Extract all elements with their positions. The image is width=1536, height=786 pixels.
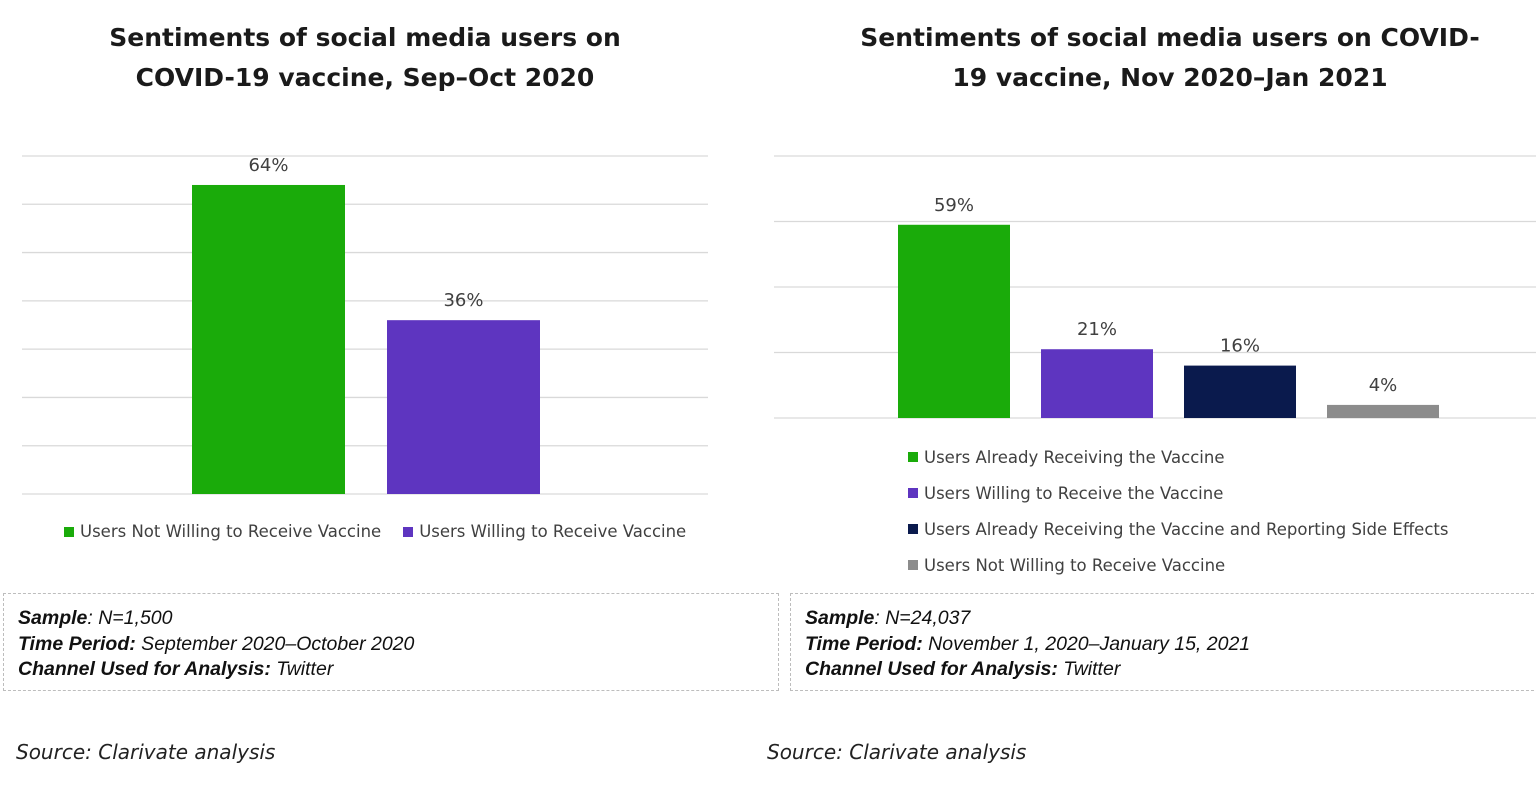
- channel-label: Channel Used for Analysis:: [805, 658, 1058, 680]
- legend-swatch: [908, 560, 918, 570]
- sample-label: Sample: [18, 607, 88, 629]
- legend-item: Users Already Receiving the Vaccine: [908, 446, 1448, 468]
- legend-label: Users Already Receiving the Vaccine: [924, 447, 1225, 467]
- legend-swatch: [908, 488, 918, 498]
- data-label: 16%: [1220, 336, 1260, 357]
- source-note: Source: Clarivate analysis: [767, 740, 1027, 764]
- analysis-info-box: Sample: N=24,037 Time Period: November 1…: [790, 593, 1536, 691]
- time-period-value: September 2020–October 2020: [135, 632, 415, 655]
- bar: [898, 224, 1010, 418]
- chart-title: Sentiments of social media users on COVI…: [109, 23, 621, 92]
- bar: [1327, 404, 1439, 418]
- bar-chart-left: 64% 36%: [22, 155, 708, 495]
- bar-chart-right: 59% 21% 16% 4%: [774, 155, 1536, 419]
- sample-value: : N=24,037: [874, 607, 971, 629]
- sample-label: Sample: [805, 607, 875, 629]
- legend-item: Users Not Willing to Receive Vaccine: [908, 554, 1448, 576]
- legend-item: Users Willing to Receive the Vaccine: [908, 482, 1448, 504]
- legend-swatch: [403, 526, 414, 537]
- legend-swatch: [908, 524, 918, 534]
- legend-label: Users Not Willing to Receive Vaccine: [924, 555, 1226, 575]
- time-period-line: Time Period: September 2020–October 2020: [18, 632, 778, 658]
- source-note: Source: Clarivate analysis: [16, 740, 276, 764]
- channel-value: Twitter: [270, 658, 334, 680]
- sample-line: Sample: N=24,037: [805, 606, 1536, 632]
- data-label: 4%: [1369, 375, 1398, 396]
- bar: [1041, 349, 1153, 418]
- channel-value: Twitter: [1057, 658, 1121, 680]
- time-period-value: November 1, 2020–January 15, 2021: [922, 632, 1251, 655]
- chart-panel-left: Sentiments of social media users on COVI…: [3, 23, 779, 764]
- chart-title: Sentiments of social media users on COVI…: [860, 23, 1480, 92]
- channel-line: Channel Used for Analysis: Twitter: [18, 657, 778, 683]
- time-period-label: Time Period:: [805, 632, 923, 655]
- data-label: 64%: [248, 155, 288, 176]
- bar: [1184, 365, 1296, 418]
- data-label: 21%: [1077, 319, 1117, 340]
- chart-legend: Users Not Willing to Receive Vaccine User…: [64, 522, 686, 541]
- legend-swatch: [64, 526, 74, 537]
- data-label: 36%: [443, 290, 483, 311]
- time-period-label: Time Period:: [18, 632, 136, 655]
- legend-label: Users Willing to Receive the Vaccine: [924, 483, 1224, 503]
- bar: [387, 320, 540, 494]
- channel-label: Channel Used for Analysis:: [18, 658, 271, 680]
- sample-value: : N=1,500: [87, 607, 173, 629]
- legend-label: Users Already Receiving the Vaccine and …: [924, 519, 1449, 539]
- chart-legend: Users Already Receiving the Vaccine Users…: [908, 446, 1448, 576]
- legend-item: Users Willing to Receive Vaccine: [403, 522, 686, 541]
- legend-swatch: [908, 452, 918, 462]
- legend-label: Users Willing to Receive Vaccine: [419, 522, 687, 541]
- chart-panel-right: Sentiments of social media users on COVI…: [767, 0, 1536, 786]
- channel-line: Channel Used for Analysis: Twitter: [805, 657, 1536, 683]
- legend-item: Users Already Receiving the Vaccine and …: [908, 518, 1448, 540]
- bar: [192, 184, 345, 494]
- legend-item: Users Not Willing to Receive Vaccine: [64, 522, 381, 541]
- time-period-line: Time Period: November 1, 2020–January 15…: [805, 632, 1536, 658]
- analysis-info-box: Sample: N=1,500 Time Period: September 2…: [3, 593, 779, 691]
- sample-line: Sample: N=1,500: [18, 606, 778, 632]
- data-label: 59%: [934, 195, 974, 216]
- legend-label: Users Not Willing to Receive Vaccine: [80, 522, 382, 541]
